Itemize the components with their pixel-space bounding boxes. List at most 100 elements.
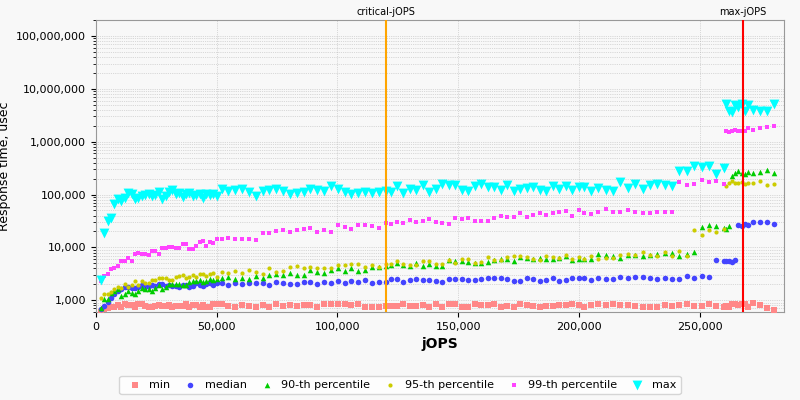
- 90-th percentile: [298, 272, 310, 278]
- median: [215, 280, 228, 286]
- median: [270, 278, 282, 285]
- min: [345, 302, 358, 308]
- 90-th percentile: [482, 259, 494, 266]
- 90-th percentile: [742, 169, 754, 175]
- min: [162, 302, 175, 308]
- median: [366, 279, 378, 286]
- 90-th percentile: [135, 285, 148, 291]
- median: [176, 281, 189, 288]
- median: [183, 283, 196, 290]
- max: [318, 188, 330, 195]
- 90-th percentile: [666, 250, 678, 256]
- median: [159, 283, 172, 290]
- max: [111, 196, 124, 202]
- 90-th percentile: [111, 286, 124, 292]
- median: [643, 274, 656, 281]
- median: [710, 257, 722, 264]
- 95-th percentile: [250, 269, 262, 275]
- max: [242, 188, 255, 195]
- 99-th percentile: [514, 210, 526, 216]
- 99-th percentile: [469, 218, 482, 224]
- min: [176, 302, 189, 309]
- 90-th percentile: [194, 277, 206, 283]
- 95-th percentile: [102, 291, 114, 298]
- 99-th percentile: [162, 244, 175, 250]
- 95-th percentile: [115, 284, 128, 291]
- median: [149, 283, 162, 290]
- 90-th percentile: [718, 225, 730, 232]
- min: [673, 302, 686, 308]
- min: [514, 301, 526, 307]
- max: [142, 190, 155, 197]
- median: [197, 282, 210, 289]
- min: [318, 300, 330, 307]
- 99-th percentile: [283, 229, 296, 236]
- median: [469, 277, 482, 284]
- 90-th percentile: [311, 269, 324, 275]
- 95-th percentile: [462, 256, 475, 262]
- 99-th percentile: [592, 209, 605, 216]
- 90-th percentile: [681, 250, 694, 257]
- max: [250, 192, 262, 199]
- min: [729, 301, 742, 308]
- min: [592, 301, 605, 308]
- 90-th percentile: [688, 249, 701, 255]
- min: [614, 302, 627, 309]
- 90-th percentile: [352, 267, 365, 274]
- median: [94, 306, 107, 312]
- 95-th percentile: [170, 274, 182, 280]
- median: [162, 282, 175, 288]
- 95-th percentile: [166, 277, 178, 284]
- 99-th percentile: [436, 220, 449, 226]
- 95-th percentile: [729, 180, 742, 186]
- min: [761, 305, 774, 312]
- median: [190, 280, 202, 286]
- 99-th percentile: [277, 227, 290, 234]
- median: [720, 258, 733, 264]
- 99-th percentile: [135, 251, 148, 257]
- max: [277, 188, 290, 195]
- median: [210, 280, 223, 287]
- 99-th percentile: [183, 246, 196, 252]
- max: [735, 101, 748, 108]
- min: [138, 303, 151, 310]
- max: [527, 184, 540, 190]
- 99-th percentile: [166, 244, 178, 251]
- 99-th percentile: [673, 179, 686, 186]
- 90-th percentile: [190, 277, 202, 284]
- 90-th percentile: [170, 281, 182, 287]
- min: [430, 301, 442, 308]
- 95-th percentile: [403, 262, 416, 268]
- min: [599, 302, 612, 308]
- 99-th percentile: [585, 211, 598, 218]
- max: [738, 108, 751, 114]
- 99-th percentile: [122, 255, 134, 262]
- 95-th percentile: [735, 179, 748, 186]
- 99-th percentile: [197, 237, 210, 244]
- max: [222, 188, 234, 194]
- max: [449, 182, 462, 189]
- min: [546, 303, 559, 309]
- min: [186, 302, 199, 308]
- 99-th percentile: [423, 216, 436, 222]
- 99-th percentile: [403, 217, 416, 224]
- median: [152, 281, 165, 287]
- 95-th percentile: [599, 255, 612, 261]
- median: [384, 276, 397, 283]
- 99-th percentile: [200, 242, 213, 249]
- max: [729, 102, 742, 108]
- 90-th percentile: [720, 226, 733, 232]
- max: [761, 107, 774, 114]
- 90-th percentile: [283, 270, 296, 276]
- median: [186, 282, 199, 289]
- median: [146, 282, 158, 288]
- 90-th percentile: [507, 258, 520, 264]
- 90-th percentile: [622, 252, 634, 258]
- 99-th percentile: [417, 218, 430, 225]
- max: [430, 186, 442, 193]
- 99-th percentile: [170, 244, 182, 251]
- 95-th percentile: [156, 275, 169, 282]
- 90-th percentile: [410, 260, 423, 266]
- max: [311, 186, 324, 193]
- median: [488, 275, 501, 281]
